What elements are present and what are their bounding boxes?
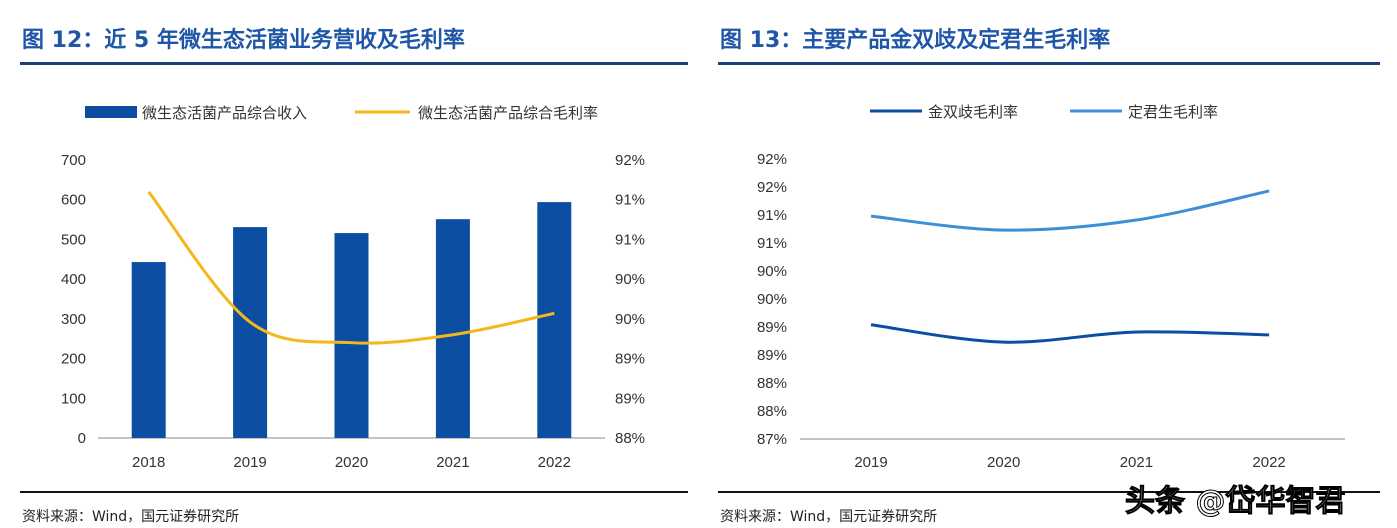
y-tick-label: 90% [757, 291, 787, 308]
chart2-source: 资料来源：Wind，国元证券研究所 [720, 509, 938, 525]
title-divider [20, 62, 688, 65]
y-tick-label: 88% [757, 403, 787, 420]
chart2-title: 图 13：主要产品金双歧及定君生毛利率 [720, 28, 1111, 53]
source-divider [718, 491, 1380, 493]
left-tick-label: 600 [61, 192, 86, 209]
x-tick-label: 2020 [335, 454, 368, 471]
x-tick-label: 2019 [233, 454, 266, 471]
y-tick-label: 91% [757, 235, 787, 252]
legend-label: 微生态活菌产品综合收入 [142, 105, 307, 122]
title-divider [718, 62, 1380, 65]
bar [435, 219, 470, 438]
left-tick-label: 300 [61, 311, 86, 328]
left-tick-label: 200 [61, 351, 86, 368]
right-tick-label: 91% [615, 231, 645, 248]
left-tick-label: 0 [78, 430, 86, 447]
y-tick-label: 90% [757, 263, 787, 280]
right-tick-label: 88% [615, 430, 645, 447]
chart1-title: 图 12：近 5 年微生态活菌业务营收及毛利率 [22, 28, 465, 53]
x-tick-label: 2020 [987, 454, 1020, 471]
y-tick-label: 89% [757, 319, 787, 336]
y-tick-label: 92% [757, 151, 787, 168]
chart1-source: 资料来源：Wind，国元证券研究所 [22, 509, 240, 525]
x-tick-label: 2021 [1120, 454, 1153, 471]
series-line [870, 323, 1270, 344]
x-tick-label: 2022 [538, 454, 571, 471]
source-divider [20, 491, 688, 493]
bar [131, 262, 166, 438]
margin-line [147, 190, 555, 345]
x-tick-label: 2022 [1252, 454, 1285, 471]
legend-label: 金双歧毛利率 [928, 104, 1018, 121]
y-tick-label: 88% [757, 375, 787, 392]
legend-label: 微生态活菌产品综合毛利率 [418, 105, 598, 122]
y-tick-label: 91% [757, 207, 787, 224]
y-tick-label: 87% [757, 431, 787, 448]
bar [334, 233, 369, 438]
x-tick-label: 2018 [132, 454, 165, 471]
y-tick-label: 92% [757, 179, 787, 196]
right-tick-label: 89% [615, 390, 645, 407]
bar [537, 202, 572, 438]
right-tick-label: 92% [615, 152, 645, 169]
right-tick-label: 90% [615, 311, 645, 328]
left-tick-label: 100 [61, 390, 86, 407]
left-tick-label: 700 [61, 152, 86, 169]
legend-swatch-revenue [85, 106, 137, 118]
left-tick-label: 500 [61, 231, 86, 248]
left-tick-label: 400 [61, 271, 86, 288]
watermark: 头条 @岱华智君 [1124, 484, 1346, 520]
right-tick-label: 90% [615, 271, 645, 288]
series-line [870, 189, 1270, 232]
right-tick-label: 89% [615, 351, 645, 368]
legend-label: 定君生毛利率 [1128, 104, 1218, 121]
bar [233, 227, 268, 438]
x-tick-label: 2019 [854, 454, 887, 471]
y-tick-label: 89% [757, 347, 787, 364]
x-tick-label: 2021 [436, 454, 469, 471]
right-tick-label: 91% [615, 192, 645, 209]
